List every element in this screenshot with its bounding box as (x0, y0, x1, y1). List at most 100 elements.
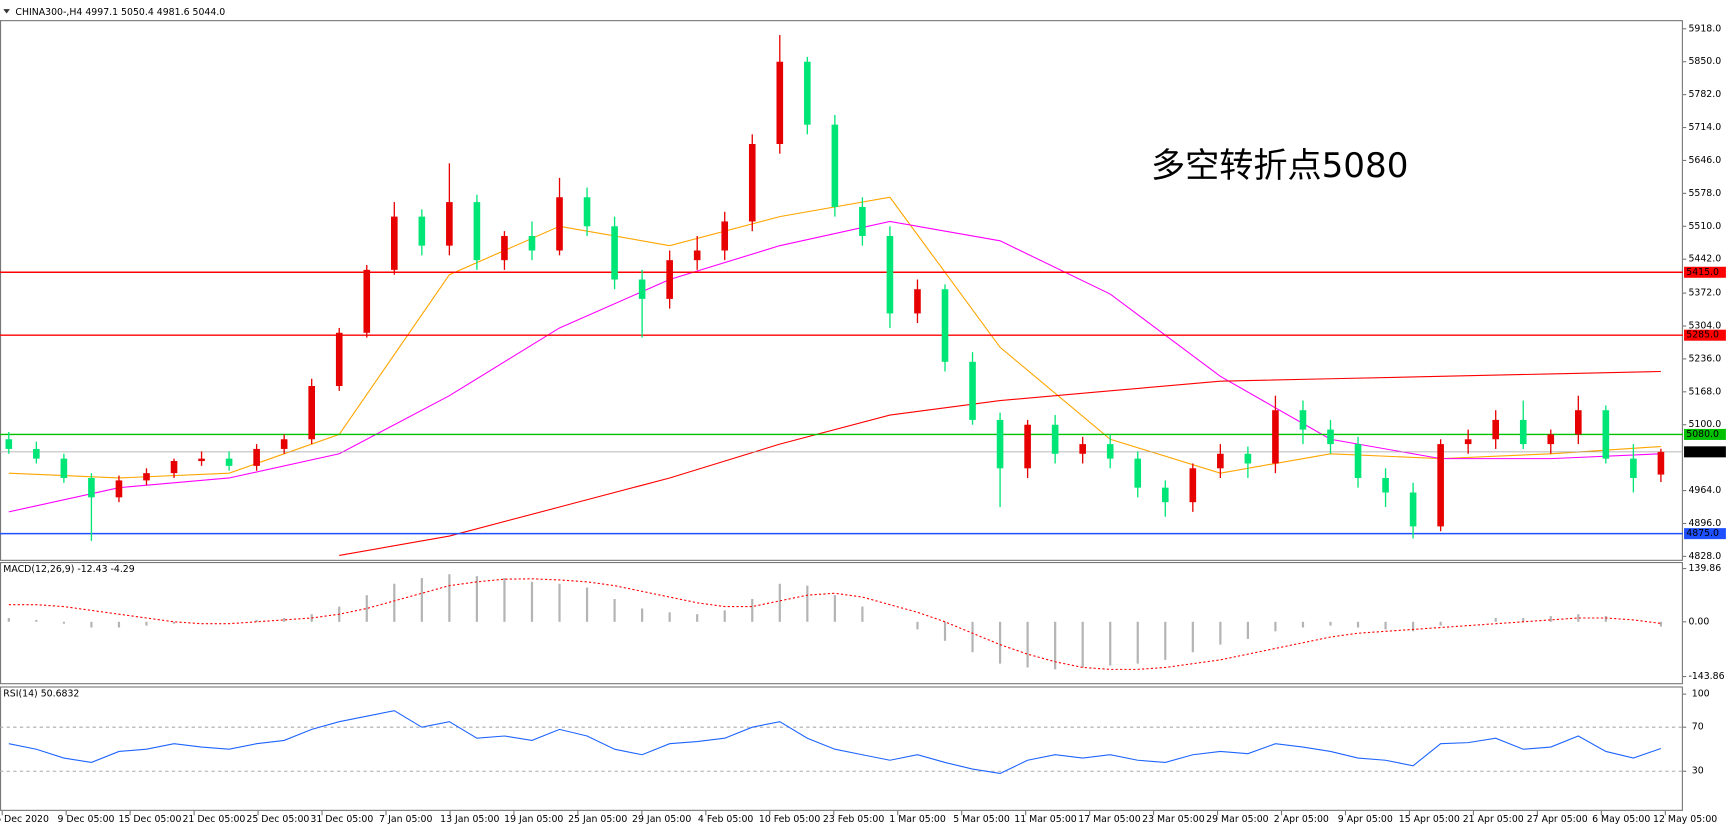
candle-body (33, 448, 40, 459)
x-tick-label: 13 Jan 05:00 (440, 814, 499, 825)
x-tick-label: 27 Apr 05:00 (1527, 814, 1588, 825)
x-tick-label: 15 Apr 05:00 (1399, 814, 1460, 825)
level-line-label: 4875.0 (1686, 528, 1719, 539)
x-tick-label: 15 Dec 05:00 (118, 814, 181, 825)
rsi-line (8, 710, 1662, 775)
candle-body (1051, 424, 1059, 454)
current-price-line-label: 5044.0 (1686, 446, 1719, 457)
x-tick-label: 11 Mar 05:00 (1014, 814, 1077, 825)
candle-body (1354, 444, 1362, 478)
y-tick-label: 5100.0 (1688, 419, 1721, 430)
y-tick-label: 5236.0 (1688, 353, 1721, 364)
candle-body (1575, 410, 1582, 435)
moving-average (339, 370, 1661, 556)
candle-body (859, 206, 866, 236)
y-tick-label: 5714.0 (1688, 122, 1721, 133)
candle-body (1382, 477, 1389, 493)
x-tick-label: 31 Dec 05:00 (310, 814, 373, 825)
candle-body (88, 477, 95, 498)
candle-body (253, 448, 260, 466)
candle-body (1299, 410, 1307, 430)
x-tick-label: 7 Jan 05:00 (379, 814, 432, 825)
candle-body (1189, 468, 1197, 503)
y-tick-label: 4828.0 (1688, 551, 1721, 562)
x-tick-label: 17 Mar 05:00 (1078, 814, 1141, 825)
level-line-tag (1684, 428, 1726, 440)
candle-body (1657, 451, 1665, 475)
y-tick-label: 5442.0 (1688, 254, 1721, 265)
candle-body (721, 221, 729, 251)
macd-title: MACD(12,26,9) -12.43 -4.29 (3, 564, 134, 575)
y-tick-label: 5168.0 (1688, 386, 1721, 397)
candle-body (1106, 444, 1114, 459)
x-tick-label: 6 Dec 2020 (0, 814, 49, 825)
y-tick-label: 5646.0 (1688, 155, 1721, 166)
main-panel (0, 20, 1683, 561)
candle-body (1602, 410, 1610, 459)
candle-body (1079, 444, 1086, 454)
candle-body (1547, 434, 1555, 445)
x-tick-label: 25 Dec 05:00 (246, 814, 309, 825)
candle-body (804, 61, 811, 125)
x-tick-label: 23 Feb 05:00 (823, 814, 884, 825)
candle-body (969, 361, 976, 420)
x-tick-label: 23 Mar 05:00 (1142, 814, 1205, 825)
y-tick-label: 5304.0 (1688, 320, 1721, 331)
level-line-label: 5415.0 (1686, 267, 1719, 278)
level-line-label: 5285.0 (1686, 330, 1719, 341)
candle-body (473, 202, 481, 261)
candle-body (1630, 458, 1637, 478)
x-tick-label: 5 Mar 05:00 (953, 814, 1010, 825)
candle-body (666, 260, 673, 299)
candle-body (1272, 410, 1279, 464)
y-tick-label: 5372.0 (1688, 288, 1721, 299)
candle-body (418, 216, 426, 246)
x-tick-label: 12 May 05:00 (1653, 814, 1717, 825)
candle-body (198, 458, 205, 462)
level-line-label: 5080.0 (1686, 429, 1719, 440)
candle-body (501, 235, 508, 261)
candle-body (1519, 419, 1527, 445)
x-tick-label: 19 Jan 05:00 (504, 814, 563, 825)
candle-body (5, 439, 13, 449)
y-tick-label: 0.00 (1688, 616, 1709, 627)
level-line-tag (1684, 266, 1726, 278)
x-tick-label: 9 Apr 05:00 (1338, 814, 1393, 825)
candle-body (556, 197, 563, 251)
candle-body (638, 279, 646, 299)
candle-body (748, 144, 756, 222)
y-tick-label: -143.86 (1688, 671, 1724, 682)
candle-body (170, 461, 178, 474)
macd-signal (8, 578, 1661, 670)
frames (0, 20, 1683, 811)
menu-arrow[interactable] (3, 9, 10, 14)
x-tick-label: 29 Mar 05:00 (1206, 814, 1269, 825)
level-line-tag (1684, 528, 1726, 540)
candle-body (1409, 492, 1417, 527)
candle-body (60, 458, 68, 478)
candle-body (1134, 458, 1142, 488)
candle-body (1161, 487, 1169, 503)
candle-body (143, 473, 150, 481)
candle-body (886, 235, 894, 314)
candle-body (1024, 424, 1031, 469)
x-tick-label: 25 Jan 05:00 (568, 814, 627, 825)
candle-body (1327, 429, 1334, 445)
candle-body (1492, 419, 1500, 440)
y-tick-label: 4964.0 (1688, 485, 1721, 496)
candle-body (280, 439, 288, 449)
candle-body (914, 289, 921, 314)
x-tick-label: 29 Jan 05:00 (632, 814, 691, 825)
rsi-title: RSI(14) 50.6832 (3, 689, 79, 700)
candle-body (941, 289, 949, 362)
y-tick-label: 5510.0 (1688, 221, 1721, 232)
y-tick-label: 30 (1692, 766, 1704, 777)
chart-title: CHINA300-,H4 4997.1 5050.4 4981.6 5044.0 (15, 7, 225, 18)
y-tick-label: 70 (1692, 722, 1704, 733)
y-tick-label: 5918.0 (1688, 23, 1721, 34)
candle-body (1244, 453, 1252, 464)
x-tick-label: 6 May 05:00 (1592, 814, 1650, 825)
candle-body (390, 216, 398, 270)
candle-body (776, 61, 784, 145)
